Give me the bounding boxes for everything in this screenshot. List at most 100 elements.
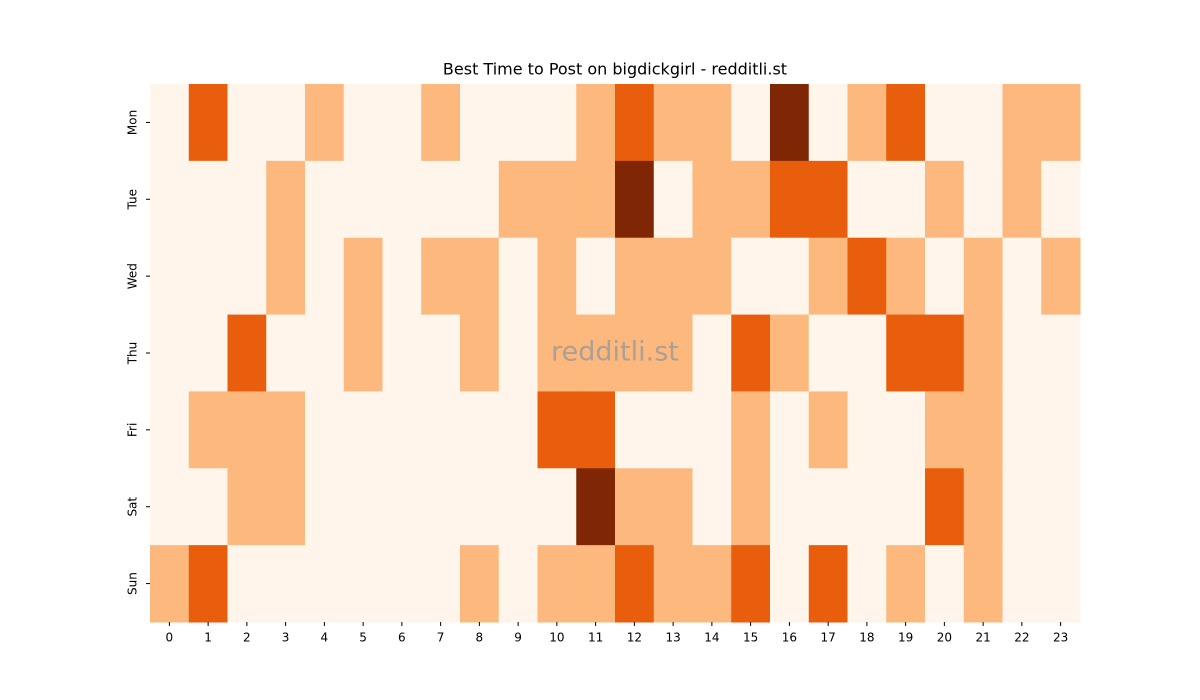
x-tick-label: 7 — [437, 631, 445, 645]
heatmap-cell — [227, 314, 267, 392]
heatmap-cell — [266, 545, 306, 623]
heatmap-cell — [382, 237, 422, 316]
heatmap-cell — [1041, 314, 1081, 392]
heatmap-cell — [576, 237, 616, 316]
x-tick-label: 10 — [549, 631, 564, 645]
heatmap-cell — [886, 84, 926, 162]
heatmap-cell — [421, 84, 461, 162]
heatmap-cell — [343, 314, 383, 392]
heatmap-cell — [963, 468, 1003, 546]
heatmap-cell — [1002, 391, 1042, 469]
heatmap-cell — [886, 160, 926, 239]
heatmap-cell — [653, 391, 693, 469]
heatmap-cell — [576, 391, 616, 469]
heatmap-cell — [227, 160, 267, 239]
heatmap-cell — [460, 468, 500, 546]
heatmap-cell — [305, 160, 345, 239]
heatmap-cell — [692, 314, 732, 392]
heatmap-cell — [731, 237, 771, 316]
heatmap-cell — [305, 545, 345, 623]
x-tick-label: 14 — [704, 631, 719, 645]
heatmap-cell — [925, 391, 965, 469]
heatmap-cell — [150, 391, 190, 469]
heatmap-cell — [963, 545, 1003, 623]
heatmap-cell — [382, 160, 422, 239]
y-tick-label: Fri — [126, 423, 140, 437]
heatmap-cell — [305, 468, 345, 546]
heatmap-cell — [498, 545, 538, 623]
heatmap-cell — [770, 545, 810, 623]
heatmap-cell — [925, 84, 965, 162]
heatmap-cell — [421, 468, 461, 546]
heatmap-cell — [266, 468, 306, 546]
x-tick-label: 20 — [937, 631, 952, 645]
x-tick-label: 17 — [820, 631, 835, 645]
heatmap-cell — [925, 545, 965, 623]
heatmap-cell — [653, 160, 693, 239]
heatmap-cell — [266, 160, 306, 239]
heatmap-cell — [227, 237, 267, 316]
heatmap-cell — [498, 391, 538, 469]
heatmap-cell — [731, 545, 771, 623]
heatmap-cell — [576, 84, 616, 162]
heatmap-cell — [1041, 468, 1081, 546]
x-tick-label: 4 — [321, 631, 329, 645]
heatmap-cell — [808, 468, 848, 546]
heatmap-cell — [460, 84, 500, 162]
x-tick-label: 23 — [1053, 631, 1068, 645]
x-tick-label: 15 — [743, 631, 758, 645]
heatmap-cell — [343, 545, 383, 623]
heatmap-cell — [305, 237, 345, 316]
heatmap-cell — [847, 468, 887, 546]
heatmap-cell — [653, 84, 693, 162]
heatmap-cell — [305, 314, 345, 392]
x-tick-label: 0 — [166, 631, 174, 645]
heatmap-cell — [653, 237, 693, 316]
heatmap-cell — [188, 314, 228, 392]
heatmap-cell — [847, 391, 887, 469]
heatmap-cell — [847, 545, 887, 623]
x-tick-label: 21 — [975, 631, 990, 645]
heatmap-cell — [808, 160, 848, 239]
heatmap-cell — [537, 160, 577, 239]
heatmap-cell — [227, 468, 267, 546]
heatmap-cell — [1002, 314, 1042, 392]
heatmap-cell — [150, 237, 190, 316]
heatmap-cell — [382, 545, 422, 623]
watermark: redditli.st — [551, 337, 679, 368]
heatmap-cell — [770, 237, 810, 316]
x-tick-label: 2 — [243, 631, 251, 645]
heatmap-cell — [266, 84, 306, 162]
heatmap-cell — [150, 84, 190, 162]
heatmap-cell — [1041, 160, 1081, 239]
heatmap-cell — [653, 545, 693, 623]
heatmap-cell — [188, 391, 228, 469]
heatmap-cell — [343, 391, 383, 469]
heatmap-cell — [188, 84, 228, 162]
heatmap-cell — [615, 545, 655, 623]
heatmap-cell — [615, 160, 655, 239]
heatmap-cell — [188, 468, 228, 546]
heatmap-cell — [460, 160, 500, 239]
heatmap-cell — [498, 160, 538, 239]
heatmap-cell — [692, 160, 732, 239]
heatmap-cell — [460, 314, 500, 392]
chart-title: Best Time to Post on bigdickgirl - reddi… — [443, 60, 787, 79]
heatmap-cell — [343, 84, 383, 162]
heatmap-cell — [305, 84, 345, 162]
x-tick-label: 8 — [476, 631, 484, 645]
heatmap-cell — [615, 391, 655, 469]
heatmap-cell — [1041, 545, 1081, 623]
y-tick-label: Wed — [126, 263, 140, 289]
heatmap-cell — [188, 237, 228, 316]
heatmap-cell — [770, 468, 810, 546]
heatmap-cell — [460, 391, 500, 469]
heatmap-cell — [886, 391, 926, 469]
heatmap-cell — [343, 160, 383, 239]
x-tick-label: 6 — [398, 631, 406, 645]
heatmap-cell — [421, 237, 461, 316]
heatmap-cell — [847, 237, 887, 316]
heatmap-cell — [1041, 84, 1081, 162]
heatmap-cell — [770, 314, 810, 392]
x-tick-label: 22 — [1014, 631, 1029, 645]
